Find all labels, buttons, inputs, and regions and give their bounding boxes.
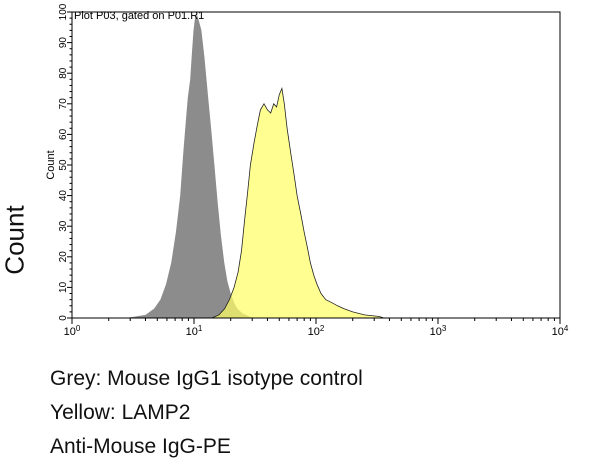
x-tick-label: 102 xyxy=(308,324,325,338)
caption-yellow: Yellow: LAMP2 xyxy=(50,401,191,424)
caption-grey: Grey: Mouse IgG1 isotype control xyxy=(50,367,363,390)
y-tick-label: 70 xyxy=(58,98,69,110)
series-area-1 xyxy=(211,87,385,319)
x-tick-label: 101 xyxy=(186,324,203,338)
y-tick-label: 50 xyxy=(58,159,69,171)
x-tick-label: 100 xyxy=(64,324,81,338)
y-axis-label: Count xyxy=(45,150,57,179)
y-tick-label: 30 xyxy=(58,220,69,232)
chart-title: Plot P03, gated on P01.R1 xyxy=(74,10,204,22)
y-tick-label: 80 xyxy=(58,67,69,79)
series-area-0 xyxy=(126,15,253,318)
y-tick-label: 60 xyxy=(58,128,69,140)
y-tick-label: 40 xyxy=(58,190,69,202)
y-tick-label: 100 xyxy=(58,3,69,20)
series-layer xyxy=(126,15,385,319)
x-tick-label: 103 xyxy=(430,324,447,338)
y-tick-label: 90 xyxy=(58,37,69,49)
x-ticks: 100 101 102 103 104 xyxy=(64,318,569,338)
outer-y-axis-label-text: Count xyxy=(0,205,30,275)
plot-frame xyxy=(71,11,561,319)
y-tick-label: 10 xyxy=(58,281,69,293)
y-ticks: 0 10 20 30 40 50 60 70 80 90 100 xyxy=(58,3,72,321)
caption-antibody: Anti-Mouse IgG-PE xyxy=(50,435,231,458)
x-tick-label: 104 xyxy=(552,324,569,338)
histogram-chart: Plot P03, gated on P01.R1 Count 0 10 20 30 4… xyxy=(45,3,569,338)
y-tick-label: 20 xyxy=(58,251,69,263)
y-tick-label: 0 xyxy=(58,315,69,321)
